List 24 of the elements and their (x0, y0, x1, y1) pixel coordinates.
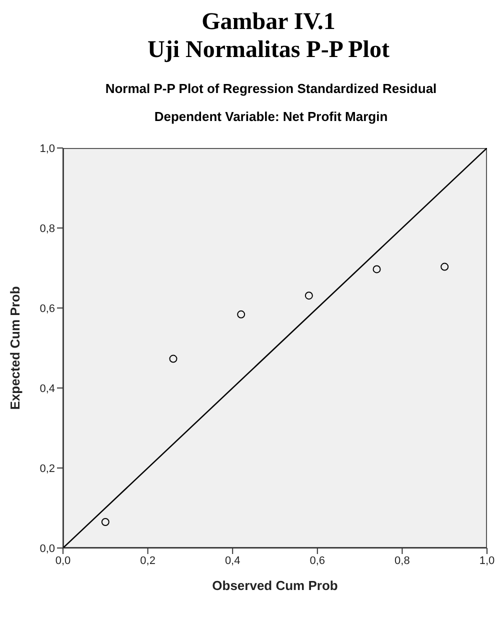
x-tick-label: 1,0 (479, 554, 495, 567)
point (169, 354, 178, 363)
x-tick-label: 0,6 (310, 554, 326, 567)
point (372, 265, 381, 274)
point (304, 292, 313, 300)
x-tick-label: 0,4 (224, 554, 240, 567)
point (237, 310, 246, 318)
x-tick-label: 0,2 (140, 554, 156, 567)
y-tick-label: 0,0 (40, 542, 55, 555)
y-tick-label: 0,4 (40, 382, 55, 395)
y-tick-label: 0,6 (40, 302, 55, 315)
text: Gambar IV.1 (200, 8, 336, 36)
point (440, 262, 449, 271)
y-tick-label: 1,0 (40, 142, 55, 155)
chart-title: Normal P-P Plot of Regression Standardized Residual (104, 81, 438, 96)
point (101, 518, 110, 526)
x-tick-label: 0,8 (394, 554, 410, 567)
chart-subtitle: Dependent Variable: Net Profit Margin (153, 109, 389, 124)
y-tick-label: 0,8 (40, 222, 55, 235)
x-axis-title: Observed Cum Prob (212, 578, 338, 593)
y-tick-label: 0,2 (40, 462, 55, 475)
x-tick-label: 0,0 (55, 554, 71, 567)
text: Uji Normalitas P-P Plot (146, 36, 390, 64)
y-axis-title: Expected Cum Prob (8, 286, 23, 410)
